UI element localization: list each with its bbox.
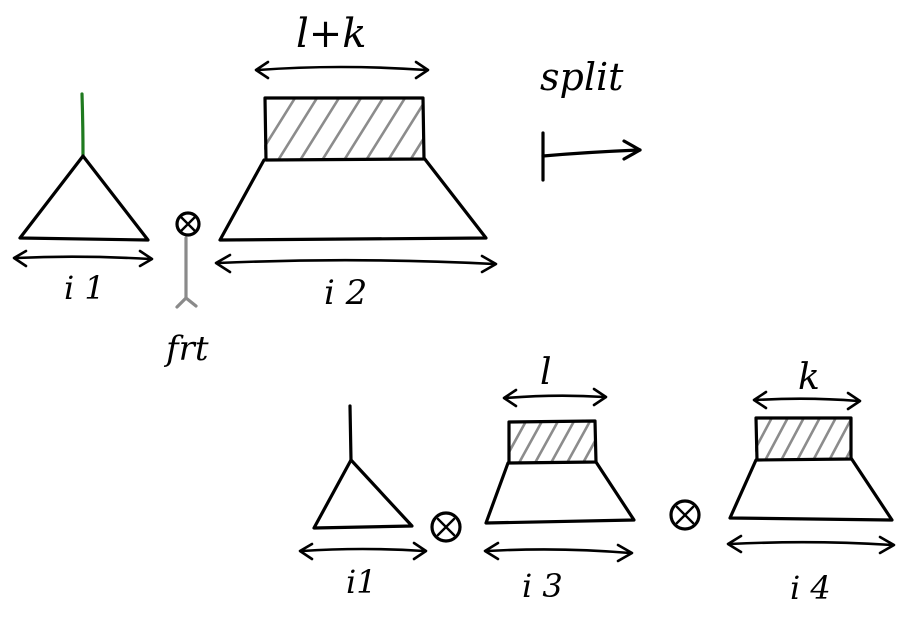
label-split: split (540, 55, 624, 99)
label-i1-top: i 1 (64, 269, 105, 307)
hatch-l (508, 421, 596, 463)
hatch-k (755, 418, 851, 460)
width-arrow-l (502, 387, 608, 408)
label-frt: frt (166, 329, 209, 369)
trapezoid-top (218, 96, 488, 242)
width-arrow-i4 (726, 534, 896, 555)
width-arrow-i2 (214, 253, 498, 274)
split-arrow (541, 131, 642, 182)
tensor-1-bottom (430, 511, 462, 543)
tensor-frt-top (175, 211, 201, 237)
label-l: l (540, 352, 552, 393)
trapezoid-k (728, 416, 894, 522)
label-k: k (798, 357, 820, 398)
tree-triangle-top (18, 92, 150, 242)
width-arrow-i1-bottom (298, 541, 428, 561)
width-arrow-k (752, 390, 862, 411)
tree-triangle-bottom (312, 404, 414, 530)
width-arrow-lk (254, 60, 430, 80)
tensor-2-bottom (669, 499, 701, 531)
width-arrow-i3 (483, 541, 634, 563)
label-i4: i 4 (790, 569, 831, 607)
label-i3: i 3 (522, 567, 563, 605)
frt-stem (175, 236, 198, 309)
hatch-top (264, 98, 424, 160)
width-arrow-i1-top (12, 249, 154, 268)
label-i1-bottom: i1 (346, 563, 377, 601)
label-l-plus-k: l+k (296, 11, 367, 57)
trapezoid-l (484, 419, 636, 525)
label-i2: i 2 (324, 273, 368, 313)
